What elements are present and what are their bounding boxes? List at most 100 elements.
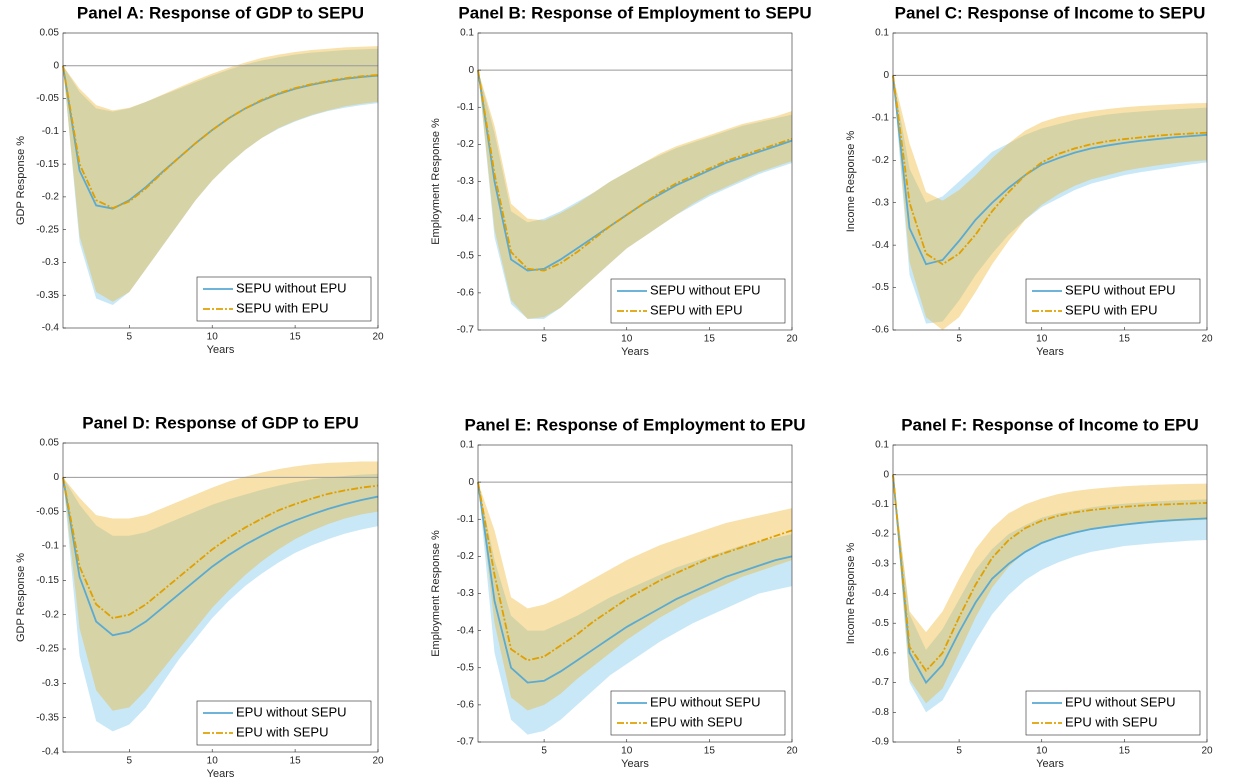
legend-label: EPU without SEPU bbox=[650, 694, 761, 709]
y-tick-label: -0.7 bbox=[457, 737, 475, 748]
y-tick-label: -0.6 bbox=[457, 700, 475, 711]
y-tick-label: -0.5 bbox=[457, 250, 475, 261]
y-tick-label: 0 bbox=[53, 60, 59, 71]
y-tick-label: -0.4 bbox=[872, 240, 890, 251]
x-tick-label: 5 bbox=[127, 332, 133, 343]
y-tick-label: -0.3 bbox=[872, 197, 890, 208]
x-tick-label: 20 bbox=[372, 756, 384, 767]
x-axis-label: Years bbox=[207, 344, 235, 356]
y-tick-label: -0.1 bbox=[872, 112, 890, 123]
legend-label: SEPU with EPU bbox=[236, 300, 328, 315]
x-tick-label: 10 bbox=[1036, 334, 1048, 345]
x-axis-label: Years bbox=[1036, 758, 1064, 770]
axes-box bbox=[892, 32, 1208, 331]
confidence-band bbox=[478, 482, 792, 735]
confidence-band bbox=[63, 461, 378, 711]
x-tick-label: 10 bbox=[621, 746, 633, 757]
y-tick-label: -0.15 bbox=[36, 575, 59, 586]
y-tick-label: 0.05 bbox=[40, 438, 60, 449]
series-line bbox=[477, 69, 793, 272]
panel-title: Panel F: Response of Income to EPU bbox=[901, 415, 1199, 434]
panel: Panel C: Response of Income to SEPU Years… bbox=[845, 3, 1213, 357]
y-axis-label: Income Response % bbox=[845, 131, 857, 233]
legend-box bbox=[1025, 278, 1201, 324]
legend: SEPU without EPU SEPU with EPU bbox=[610, 278, 786, 324]
x-axis-label: Years bbox=[621, 758, 649, 770]
legend-label: EPU without SEPU bbox=[1065, 694, 1176, 709]
y-tick-label: -0.6 bbox=[872, 648, 890, 659]
x-tick-label: 20 bbox=[372, 332, 384, 343]
x-tick-label: 5 bbox=[541, 334, 547, 345]
y-tick-label: 0.1 bbox=[875, 28, 889, 39]
y-tick-label: 0.1 bbox=[875, 440, 889, 451]
y-tick-label: 0 bbox=[468, 477, 474, 488]
x-tick-label: 20 bbox=[1201, 746, 1213, 757]
y-tick-label: 0.05 bbox=[40, 28, 60, 39]
y-axis-label: GDP Response % bbox=[15, 553, 27, 642]
y-tick-label: -0.35 bbox=[36, 712, 59, 723]
x-tick-label: 15 bbox=[290, 332, 302, 343]
y-tick-label: -0.1 bbox=[42, 541, 60, 552]
y-tick-label: -0.35 bbox=[36, 290, 59, 301]
confidence-band bbox=[478, 482, 792, 711]
x-tick-label: 10 bbox=[621, 334, 633, 345]
legend-label: EPU with SEPU bbox=[1065, 714, 1157, 729]
y-axis-label: Employment Response % bbox=[430, 118, 442, 245]
y-tick-label: -0.1 bbox=[42, 126, 60, 137]
axes-box bbox=[62, 442, 379, 753]
confidence-band bbox=[478, 70, 792, 319]
legend-box bbox=[610, 278, 786, 324]
legend-box bbox=[610, 690, 786, 736]
legend: SEPU without EPU SEPU with EPU bbox=[196, 276, 372, 322]
axes-box bbox=[62, 32, 379, 329]
x-tick-label: 20 bbox=[786, 334, 798, 345]
confidence-band bbox=[63, 46, 378, 302]
legend: EPU without SEPU EPU with SEPU bbox=[610, 690, 786, 736]
y-tick-label: -0.5 bbox=[457, 662, 475, 673]
y-tick-label: -0.3 bbox=[42, 678, 60, 689]
y-tick-label: -0.1 bbox=[457, 514, 475, 525]
y-tick-label: -0.6 bbox=[872, 325, 890, 336]
series-line bbox=[477, 482, 793, 684]
legend: EPU without SEPU EPU with SEPU bbox=[1025, 690, 1201, 736]
legend-label: SEPU with EPU bbox=[650, 302, 742, 317]
y-tick-label: -0.7 bbox=[872, 677, 890, 688]
y-tick-label: -0.4 bbox=[872, 588, 890, 599]
panel: Panel D: Response of GDP to EPU Years GDP … bbox=[15, 413, 384, 779]
y-tick-label: -0.2 bbox=[42, 192, 60, 203]
series-line bbox=[892, 474, 1208, 685]
y-tick-label: -0.05 bbox=[36, 93, 59, 104]
series-line bbox=[62, 477, 379, 637]
series-line bbox=[892, 75, 1208, 266]
confidence-band bbox=[478, 70, 792, 319]
confidence-band bbox=[63, 48, 378, 306]
x-tick-label: 15 bbox=[704, 334, 716, 345]
y-tick-label: -0.5 bbox=[872, 282, 890, 293]
legend-label: EPU with SEPU bbox=[236, 724, 328, 739]
panel-title: Panel E: Response of Employment to EPU bbox=[464, 415, 805, 434]
y-tick-label: -0.3 bbox=[457, 176, 475, 187]
y-tick-label: 0 bbox=[468, 65, 474, 76]
y-tick-label: 0 bbox=[883, 70, 889, 81]
y-tick-label: -0.2 bbox=[457, 551, 475, 562]
x-tick-label: 5 bbox=[541, 746, 547, 757]
x-axis-label: Years bbox=[207, 768, 235, 780]
x-axis-label: Years bbox=[1036, 346, 1064, 358]
legend-label: EPU without SEPU bbox=[236, 704, 347, 719]
y-tick-label: -0.4 bbox=[42, 323, 60, 334]
confidence-band bbox=[893, 474, 1207, 713]
y-tick-label: -0.25 bbox=[36, 644, 59, 655]
x-tick-label: 5 bbox=[956, 334, 962, 345]
x-tick-label: 15 bbox=[1119, 334, 1131, 345]
y-tick-label: -0.4 bbox=[457, 625, 475, 636]
legend-label: EPU with SEPU bbox=[650, 714, 742, 729]
y-tick-label: -0.15 bbox=[36, 159, 59, 170]
panel: Panel A: Response of GDP to SEPU Years GDP… bbox=[15, 3, 384, 355]
y-axis-label: GDP Response % bbox=[15, 136, 27, 225]
y-tick-label: -0.4 bbox=[42, 747, 60, 758]
y-tick-label: 0 bbox=[883, 469, 889, 480]
x-tick-label: 15 bbox=[704, 746, 716, 757]
y-tick-label: -0.1 bbox=[457, 102, 475, 113]
y-tick-label: -0.3 bbox=[42, 257, 60, 268]
